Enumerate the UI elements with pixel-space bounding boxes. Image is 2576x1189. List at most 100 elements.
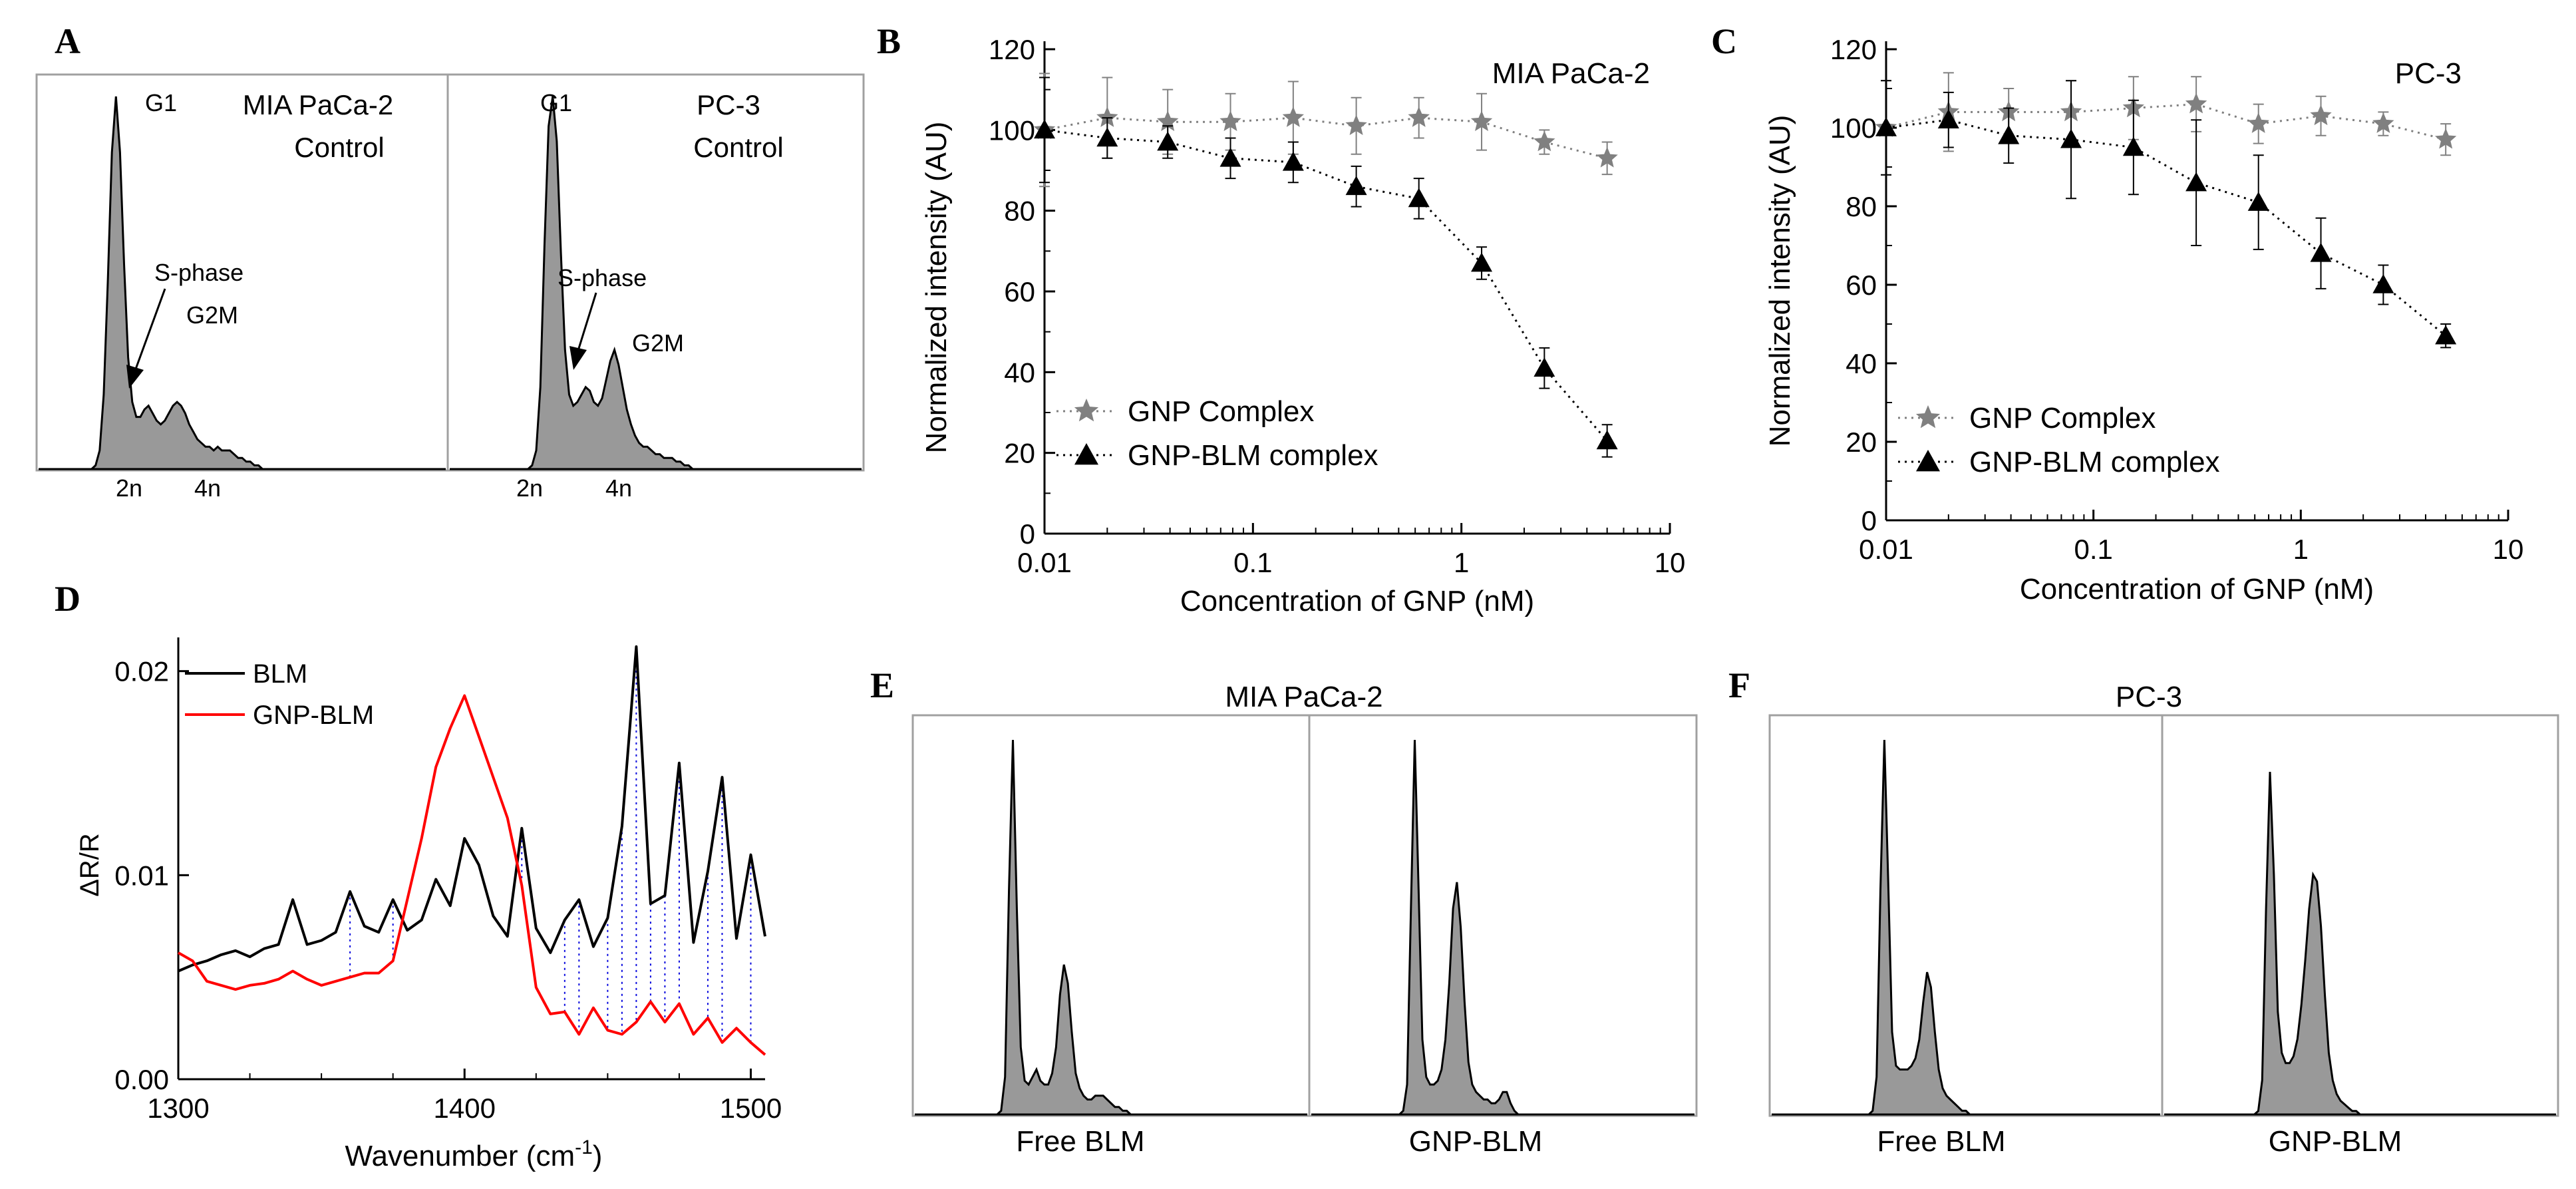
- legend-marker-triangle: [1074, 443, 1098, 465]
- data-point-star: [2310, 104, 2332, 126]
- data-point-star: [1470, 110, 1493, 131]
- data-point-star: [2372, 112, 2394, 133]
- panel-b: B 0 20 40 60 80 100 120 0.01 0.1 1 10 GNP Complex GN…: [877, 21, 1685, 617]
- panel-letter-e: E: [870, 665, 894, 705]
- hist-f1-label: Free BLM: [1877, 1125, 2005, 1158]
- data-point-triangle: [1034, 119, 1055, 139]
- e-title: MIA PaCa-2: [1225, 681, 1382, 713]
- hist-e2-label: GNP-BLM: [1409, 1125, 1542, 1158]
- hist-e1-frame: [911, 714, 1311, 1117]
- hist-a1-arrow-head: [126, 365, 144, 389]
- legend-label: GNP Complex: [1969, 402, 2156, 434]
- d-plot-marks: 0.00 0.01 0.02 1300 1400 1500 BLM GNP-BLM: [114, 645, 782, 1124]
- hist-e1-label: Free BLM: [1016, 1125, 1144, 1158]
- data-point-triangle: [1471, 252, 1493, 272]
- d-y-label: ΔR/R: [75, 833, 104, 897]
- hist-a1-g2m-label: G2M: [186, 301, 238, 329]
- f-title: PC-3: [2116, 681, 2182, 713]
- series-line-gnp-blm: [1885, 118, 2447, 337]
- panel-letter-b: B: [877, 21, 901, 61]
- data-point-triangle: [1533, 357, 1555, 377]
- y-tick-label: 40: [1846, 348, 1877, 379]
- hist-a1-sphase-label: S-phase: [154, 259, 243, 286]
- hist-a1-area: [39, 96, 446, 470]
- c-y-label: Normalized intensity (AU): [1764, 115, 1796, 447]
- hist-a2-g2m-label: G2M: [632, 329, 684, 357]
- hist-a2-sphase-label: S-phase: [558, 264, 647, 291]
- hist-f2-frame: [2161, 714, 2559, 1117]
- y-tick-label: 0: [1020, 518, 1035, 550]
- hist-a1-g1-label: G1: [145, 89, 177, 116]
- legend-marker-star: [1074, 399, 1099, 422]
- x-tick-label: 1300: [147, 1093, 209, 1124]
- legend-label: GNP-BLM: [253, 701, 374, 730]
- data-point-star: [2435, 128, 2457, 149]
- x-tick-label: 0.01: [1859, 534, 1913, 565]
- hist-a1-tick-2n: 2n: [116, 474, 142, 502]
- series-line-gnp: [1885, 103, 2446, 141]
- y-tick-label: 60: [1846, 269, 1877, 301]
- b-title: MIA PaCa-2: [1492, 57, 1650, 90]
- y-tick-label: 20: [1846, 426, 1877, 458]
- series-line-blm: [178, 645, 766, 973]
- hist-a2-subtitle: Control: [693, 132, 783, 163]
- panel-letter-f: F: [1728, 665, 1750, 705]
- legend-label: BLM: [253, 659, 307, 689]
- panel-a: A MIA PaCa-2 Control G1 S-phase G2M 2n 4…: [35, 21, 865, 502]
- data-point-star: [2247, 112, 2269, 133]
- data-point-star: [1533, 130, 1555, 152]
- y-tick-label: 0: [1861, 505, 1877, 536]
- hist-a2-frame: [446, 73, 865, 472]
- b-x-label: Concentration of GNP (nM): [1180, 585, 1534, 617]
- data-point-triangle: [1157, 131, 1179, 151]
- x-tick-label: 10: [2493, 534, 2524, 565]
- x-tick-label: 1: [1454, 547, 1469, 578]
- y-tick-label: 20: [1004, 438, 1035, 469]
- y-tick-label: 40: [1004, 357, 1035, 388]
- y-tick-label: 120: [989, 34, 1035, 65]
- series-line-gnp: [1044, 116, 1608, 160]
- panel-e: E MIA PaCa-2 Free BLM GNP-BLM: [870, 665, 1698, 1158]
- data-point-triangle: [1096, 127, 1118, 147]
- data-point-triangle: [2310, 242, 2332, 262]
- data-point-star: [1157, 110, 1179, 131]
- panel-letter-a: A: [55, 21, 80, 61]
- data-point-triangle: [1875, 117, 1897, 136]
- data-point-triangle: [2247, 192, 2269, 211]
- x-tick-label: 1: [2293, 534, 2309, 565]
- data-point-triangle: [1937, 109, 1959, 128]
- y-tick-label: 120: [1830, 34, 1877, 65]
- hist-a2-area: [450, 96, 862, 470]
- data-point-star: [1096, 106, 1118, 127]
- b-y-label: Normalized intensity (AU): [920, 122, 953, 454]
- hist-a1-subtitle: Control: [294, 132, 384, 163]
- y-tick-label: 100: [1830, 112, 1877, 144]
- panel-f: F PC-3 Free BLM GNP-BLM: [1728, 665, 2559, 1158]
- y-tick-label: 0.02: [114, 656, 169, 687]
- b-plot-marks: 0 20 40 60 80 100 120 0.01 0.1 1 10 GNP Complex GNP-…: [989, 34, 1685, 578]
- data-point-triangle: [1345, 176, 1367, 196]
- hist-f2-label: GNP-BLM: [2269, 1125, 2402, 1158]
- hist-a1-arrow-shaft: [133, 288, 166, 373]
- data-point-triangle: [1998, 124, 2020, 144]
- hist-a2-arrow-head: [569, 346, 587, 370]
- y-tick-label: 80: [1846, 191, 1877, 222]
- data-point-triangle: [2060, 128, 2082, 148]
- d-x-label: Wavenumber (cm-1): [345, 1136, 603, 1172]
- panel-letter-c: C: [1711, 21, 1737, 61]
- hist-f1-frame: [1768, 714, 2164, 1117]
- hist-a2-title: PC-3: [697, 89, 760, 120]
- y-tick-label: 80: [1004, 196, 1035, 227]
- hist-a1-tick-4n: 4n: [194, 474, 221, 502]
- legend-label: GNP Complex: [1128, 395, 1314, 428]
- legend-marker-star: [1915, 405, 1941, 428]
- x-tick-label: 0.1: [1233, 547, 1272, 578]
- hist-a2-tick-4n: 4n: [605, 474, 632, 502]
- data-point-triangle: [1219, 147, 1241, 167]
- panel-letter-d: D: [55, 579, 80, 619]
- hist-a2-arrow-shaft: [576, 292, 597, 353]
- data-point-triangle: [1596, 430, 1618, 450]
- hist-a2-g1-label: G1: [540, 89, 572, 116]
- data-point-triangle: [1408, 188, 1430, 208]
